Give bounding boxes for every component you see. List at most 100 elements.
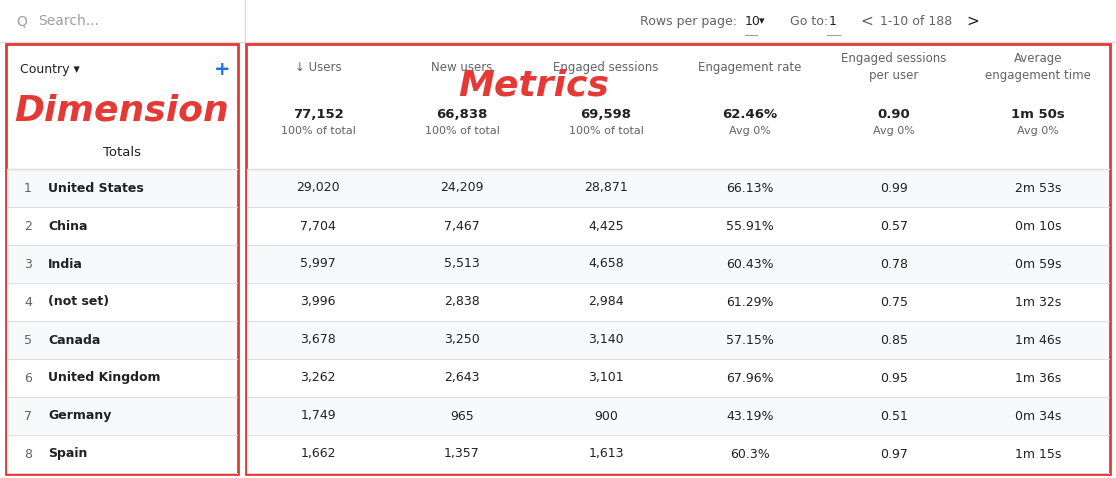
Text: 4,658: 4,658 bbox=[588, 258, 624, 271]
Text: 0.90: 0.90 bbox=[877, 108, 911, 121]
Text: 43.19%: 43.19% bbox=[727, 410, 773, 423]
Text: Totals: Totals bbox=[103, 146, 141, 160]
Text: 7,704: 7,704 bbox=[300, 219, 336, 232]
Bar bbox=[0, 0, 1116, 42]
Text: Go to:: Go to: bbox=[790, 14, 828, 28]
Text: 28,871: 28,871 bbox=[584, 182, 628, 195]
Text: Canada: Canada bbox=[48, 334, 100, 347]
Text: +: + bbox=[214, 59, 230, 78]
Bar bbox=[7, 207, 237, 245]
Text: <: < bbox=[860, 13, 873, 29]
Text: 1: 1 bbox=[829, 14, 837, 28]
Text: 3,996: 3,996 bbox=[300, 295, 336, 308]
Text: 61.29%: 61.29% bbox=[727, 295, 773, 308]
Text: ▾: ▾ bbox=[759, 16, 764, 26]
Text: Spain: Spain bbox=[48, 447, 87, 460]
Text: 1,662: 1,662 bbox=[300, 447, 336, 460]
Text: (not set): (not set) bbox=[48, 295, 109, 308]
Bar bbox=[247, 397, 1109, 435]
Text: 0m 59s: 0m 59s bbox=[1014, 258, 1061, 271]
Text: Avg 0%: Avg 0% bbox=[1017, 126, 1059, 136]
Text: 0.75: 0.75 bbox=[881, 295, 908, 308]
Bar bbox=[7, 435, 237, 473]
Text: Q: Q bbox=[17, 14, 28, 28]
Text: 1m 32s: 1m 32s bbox=[1014, 295, 1061, 308]
Bar bbox=[247, 283, 1109, 321]
Text: >: > bbox=[966, 13, 979, 29]
Text: Metrics: Metrics bbox=[459, 68, 609, 102]
Text: 1m 46s: 1m 46s bbox=[1014, 334, 1061, 347]
Text: 1,357: 1,357 bbox=[444, 447, 480, 460]
Text: India: India bbox=[48, 258, 83, 271]
Text: 0.57: 0.57 bbox=[881, 219, 908, 232]
Bar bbox=[7, 359, 237, 397]
Text: Dimension: Dimension bbox=[15, 93, 230, 127]
Text: 1,613: 1,613 bbox=[588, 447, 624, 460]
Bar bbox=[247, 169, 1109, 207]
Bar bbox=[247, 207, 1109, 245]
Text: 900: 900 bbox=[594, 410, 618, 423]
Text: Avg 0%: Avg 0% bbox=[873, 126, 915, 136]
Bar bbox=[7, 283, 237, 321]
Text: 0.99: 0.99 bbox=[881, 182, 908, 195]
Text: 62.46%: 62.46% bbox=[722, 108, 778, 121]
Text: 0.78: 0.78 bbox=[881, 258, 908, 271]
Bar bbox=[7, 169, 237, 207]
Text: China: China bbox=[48, 219, 87, 232]
Text: 29,020: 29,020 bbox=[296, 182, 339, 195]
Bar bbox=[7, 245, 237, 283]
Text: United States: United States bbox=[48, 182, 144, 195]
Text: 69,598: 69,598 bbox=[580, 108, 632, 121]
Text: 1m 36s: 1m 36s bbox=[1014, 371, 1061, 384]
Text: Average
engagement time: Average engagement time bbox=[985, 52, 1091, 82]
Text: 0.95: 0.95 bbox=[881, 371, 908, 384]
Text: New users: New users bbox=[431, 61, 492, 74]
Bar bbox=[247, 245, 1109, 283]
Text: 4: 4 bbox=[25, 295, 32, 308]
Bar bbox=[247, 321, 1109, 359]
Text: 3,250: 3,250 bbox=[444, 334, 480, 347]
Text: 10: 10 bbox=[745, 14, 761, 28]
Text: Avg 0%: Avg 0% bbox=[729, 126, 771, 136]
Text: 5,513: 5,513 bbox=[444, 258, 480, 271]
Text: 1,749: 1,749 bbox=[300, 410, 336, 423]
Text: 100% of total: 100% of total bbox=[568, 126, 644, 136]
Text: 55.91%: 55.91% bbox=[727, 219, 773, 232]
Text: Search...: Search... bbox=[38, 14, 99, 28]
Text: 2,838: 2,838 bbox=[444, 295, 480, 308]
Text: 3: 3 bbox=[25, 258, 32, 271]
Text: 1: 1 bbox=[25, 182, 32, 195]
Text: 5,997: 5,997 bbox=[300, 258, 336, 271]
Text: Engagement rate: Engagement rate bbox=[699, 61, 801, 74]
Text: Germany: Germany bbox=[48, 410, 112, 423]
Text: Engaged sessions: Engaged sessions bbox=[554, 61, 658, 74]
Text: ↓ Users: ↓ Users bbox=[295, 61, 341, 74]
Bar bbox=[246, 44, 1110, 474]
Text: 24,209: 24,209 bbox=[440, 182, 483, 195]
Text: 1m 50s: 1m 50s bbox=[1011, 108, 1065, 121]
Text: 7: 7 bbox=[25, 410, 32, 423]
Text: 3,678: 3,678 bbox=[300, 334, 336, 347]
Text: 100% of total: 100% of total bbox=[424, 126, 500, 136]
Bar bbox=[6, 44, 238, 474]
Text: Rows per page:: Rows per page: bbox=[639, 14, 737, 28]
Text: 60.43%: 60.43% bbox=[727, 258, 773, 271]
Bar bbox=[247, 435, 1109, 473]
Text: 0m 34s: 0m 34s bbox=[1014, 410, 1061, 423]
Text: 1-10 of 188: 1-10 of 188 bbox=[881, 14, 952, 28]
Text: 57.15%: 57.15% bbox=[727, 334, 773, 347]
Text: 0.51: 0.51 bbox=[881, 410, 908, 423]
Text: 66.13%: 66.13% bbox=[727, 182, 773, 195]
Text: 8: 8 bbox=[25, 447, 32, 460]
Text: 0m 10s: 0m 10s bbox=[1014, 219, 1061, 232]
Text: 77,152: 77,152 bbox=[292, 108, 344, 121]
Text: United Kingdom: United Kingdom bbox=[48, 371, 161, 384]
Text: Engaged sessions
per user: Engaged sessions per user bbox=[841, 52, 946, 82]
Text: Country ▾: Country ▾ bbox=[20, 63, 79, 76]
Text: 1m 15s: 1m 15s bbox=[1014, 447, 1061, 460]
Text: 5: 5 bbox=[25, 334, 32, 347]
Text: 4,425: 4,425 bbox=[588, 219, 624, 232]
Bar bbox=[7, 321, 237, 359]
Text: 7,467: 7,467 bbox=[444, 219, 480, 232]
Text: 2,643: 2,643 bbox=[444, 371, 480, 384]
